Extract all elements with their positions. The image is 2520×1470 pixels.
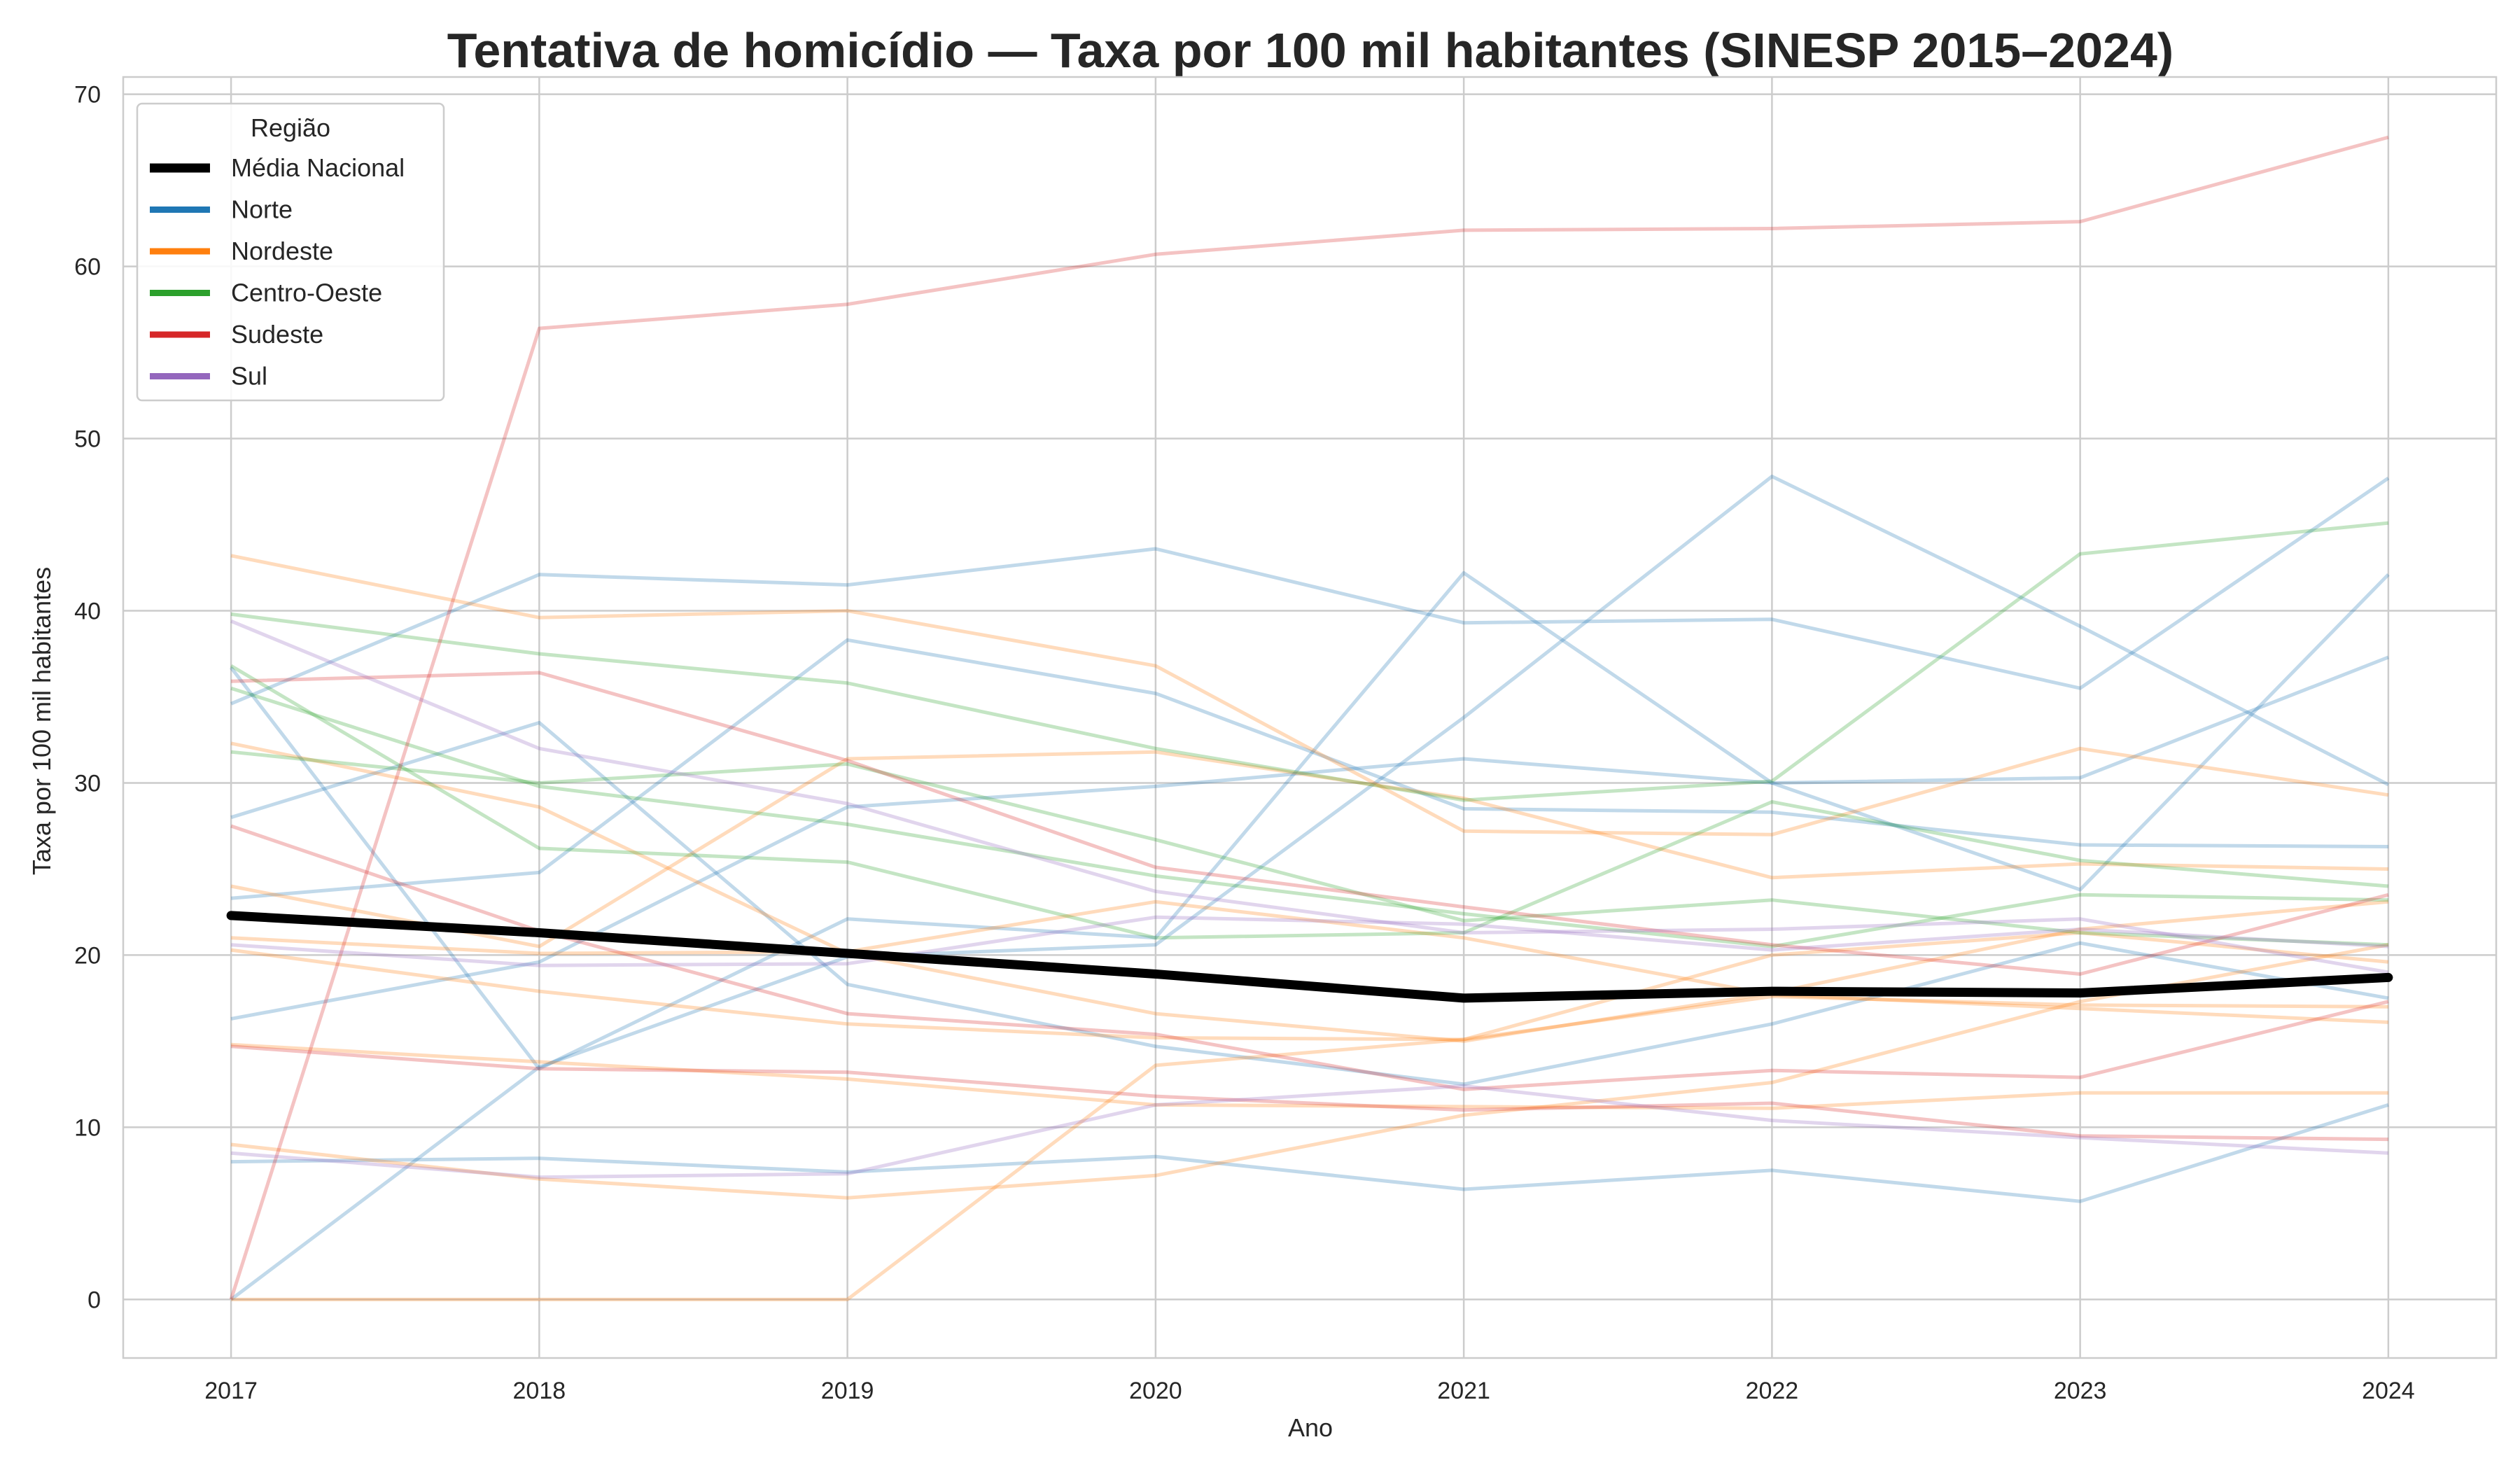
y-axis-label: Taxa por 100 mil habitantes	[27, 567, 56, 875]
chart-title: Tentativa de homicídio — Taxa por 100 mi…	[447, 23, 2174, 78]
x-axis-label: Ano	[1288, 1413, 1333, 1442]
plot-background	[123, 77, 2496, 1358]
legend-label: Norte	[231, 195, 293, 224]
y-tick-label: 10	[74, 1114, 101, 1141]
x-tick-label: 2020	[1129, 1378, 1182, 1404]
legend-label: Sul	[231, 362, 267, 391]
legend: Região Média Nacional Norte Nordeste Centro…	[137, 104, 444, 400]
legend-label: Sudeste	[231, 320, 323, 349]
x-tick-label: 2021	[1437, 1378, 1490, 1404]
x-tick-label: 2023	[2054, 1378, 2107, 1404]
y-tick-label: 50	[74, 426, 101, 453]
y-tick-label: 70	[74, 82, 101, 108]
legend-label: Centro-Oeste	[231, 279, 382, 307]
y-tick-label: 60	[74, 254, 101, 281]
legend-title: Região	[251, 113, 330, 142]
x-tick-label: 2022	[1746, 1378, 1799, 1404]
x-tick-label: 2017	[204, 1378, 258, 1404]
x-tick-label: 2024	[2362, 1378, 2415, 1404]
y-tick-label: 40	[74, 598, 101, 625]
x-tick-label: 2018	[513, 1378, 566, 1404]
x-tick-label: 2019	[821, 1378, 874, 1404]
y-tick-label: 0	[88, 1287, 101, 1313]
legend-label: Média Nacional	[231, 153, 405, 182]
y-tick-label: 20	[74, 942, 101, 969]
y-tick-label: 30	[74, 770, 101, 797]
plot-area	[123, 77, 2496, 1358]
legend-label: Nordeste	[231, 237, 333, 265]
